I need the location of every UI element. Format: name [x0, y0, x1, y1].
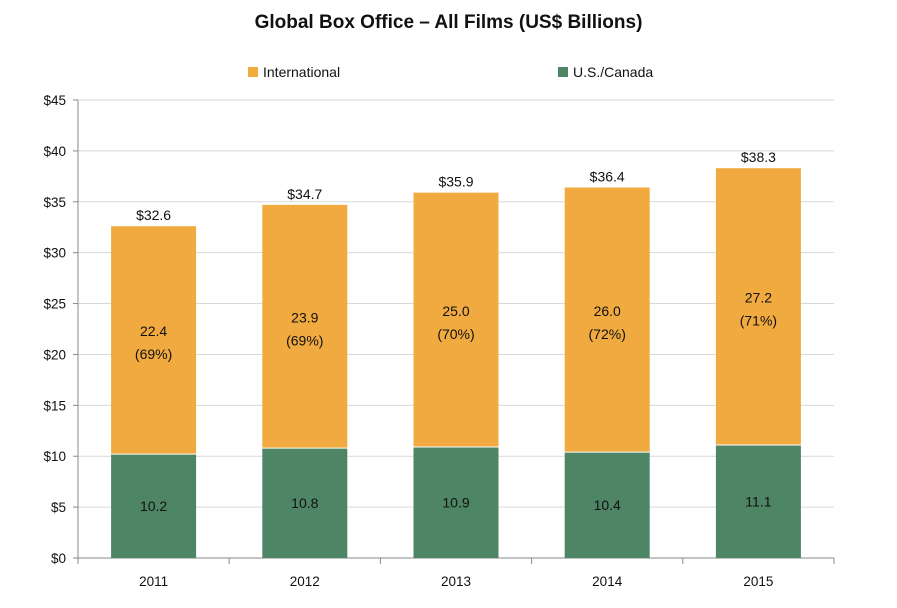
y-tick-label: $30	[43, 246, 66, 261]
x-tick-label: 2013	[441, 574, 471, 589]
data-label-us-canada: 10.8	[291, 495, 318, 511]
data-label-international-share: (72%)	[589, 326, 626, 342]
chart-title: Global Box Office – All Films (US$ Billi…	[254, 12, 643, 33]
y-tick-label: $15	[43, 398, 66, 413]
legend-item-international: International	[248, 64, 340, 80]
legend-label-international: International	[263, 64, 341, 80]
bar-international	[715, 168, 801, 446]
data-label-international: 22.4	[140, 323, 167, 339]
y-tick-label: $40	[43, 144, 66, 159]
legend-item-us-canada: U.S./Canada	[558, 64, 653, 80]
data-label-international-share: (71%)	[740, 313, 777, 329]
x-tick-label: 2014	[592, 574, 623, 589]
x-tick-label: 2015	[743, 574, 773, 589]
bar-international	[111, 226, 197, 455]
data-label-us-canada: 10.2	[140, 498, 167, 514]
data-label-international: 27.2	[745, 290, 772, 306]
y-tick-label: $0	[51, 551, 66, 566]
y-tick-label: $25	[43, 297, 66, 312]
x-tick-label: 2012	[290, 574, 320, 589]
y-tick-label: $20	[43, 347, 66, 362]
data-label-us-canada: 10.4	[594, 497, 621, 513]
data-label-international: 25.0	[442, 303, 469, 319]
data-label-international: 26.0	[594, 303, 621, 319]
legend-swatch-us-canada	[558, 67, 568, 77]
bar-international	[564, 187, 650, 453]
bar-us-canada	[262, 448, 348, 558]
bar-us-canada	[413, 447, 499, 558]
data-label-us-canada: 11.1	[745, 494, 771, 510]
legend: International U.S./Canada	[0, 64, 897, 84]
data-label-total: $34.7	[287, 186, 322, 202]
data-label-us-canada: 10.9	[442, 495, 469, 511]
bar-international	[262, 204, 348, 449]
data-label-international: 23.9	[291, 309, 318, 325]
bar-us-canada	[111, 454, 197, 558]
data-label-international-share: (69%)	[135, 346, 172, 362]
x-tick-label: 2011	[139, 574, 168, 589]
y-tick-label: $35	[43, 195, 66, 210]
bar-us-canada	[715, 445, 801, 558]
data-label-international-share: (70%)	[437, 326, 474, 342]
legend-swatch-international	[248, 67, 258, 77]
y-tick-label: $45	[43, 93, 66, 108]
data-label-total: $38.3	[741, 149, 776, 165]
data-label-total: $35.9	[438, 174, 473, 190]
data-label-total: $36.4	[590, 169, 625, 185]
bar-us-canada	[564, 452, 650, 558]
bar-international	[413, 192, 499, 448]
data-label-international-share: (69%)	[286, 332, 323, 348]
y-tick-label: $10	[43, 449, 66, 464]
data-label-total: $32.6	[136, 207, 171, 223]
legend-label-us-canada: U.S./Canada	[573, 64, 654, 80]
y-tick-label: $5	[51, 500, 66, 515]
